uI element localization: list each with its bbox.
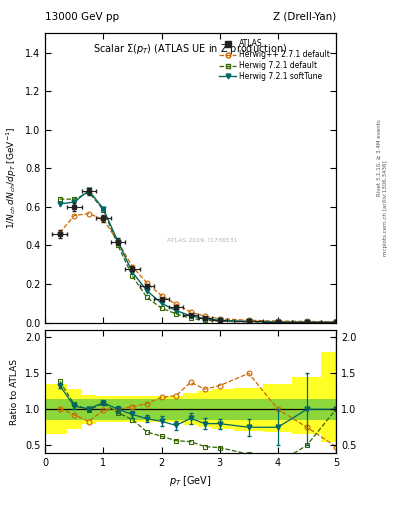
Y-axis label: $1/N_{ch}\,dN_{ch}/dp_T\;[\mathrm{GeV}^{-1}]$: $1/N_{ch}\,dN_{ch}/dp_T\;[\mathrm{GeV}^{… [5,127,19,229]
Text: Rivet 3.1.10, ≥ 3.4M events: Rivet 3.1.10, ≥ 3.4M events [377,119,382,196]
Text: mcplots.cern.ch [arXiv:1306.3436]: mcplots.cern.ch [arXiv:1306.3436] [383,161,387,257]
Y-axis label: Ratio to ATLAS: Ratio to ATLAS [10,359,19,424]
Text: ATLAS 2019, I1736531: ATLAS 2019, I1736531 [167,238,238,243]
X-axis label: $p_T\;[\mathrm{GeV}]$: $p_T\;[\mathrm{GeV}]$ [169,474,212,487]
Text: 13000 GeV pp: 13000 GeV pp [45,12,119,22]
Text: Scalar $\Sigma(p_T)$ (ATLAS UE in Z production): Scalar $\Sigma(p_T)$ (ATLAS UE in Z prod… [94,42,288,56]
Text: Z (Drell-Yan): Z (Drell-Yan) [273,12,336,22]
Legend: ATLAS, Herwig++ 2.7.1 default, Herwig 7.2.1 default, Herwig 7.2.1 softTune: ATLAS, Herwig++ 2.7.1 default, Herwig 7.… [217,37,332,83]
